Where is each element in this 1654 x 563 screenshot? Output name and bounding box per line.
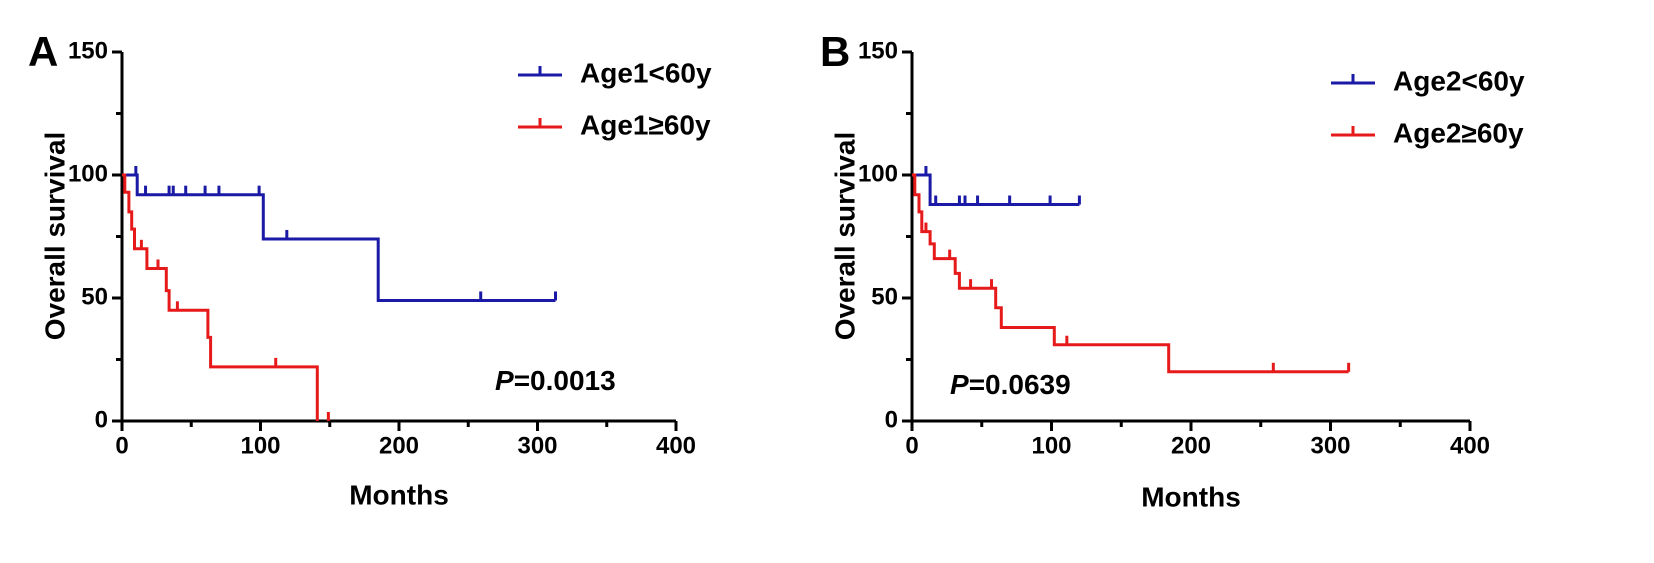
y-tick-label: 50 <box>871 283 898 310</box>
survival-curve-2 <box>122 173 319 421</box>
y-tick-label: 150 <box>68 37 108 64</box>
x-tick-label: 400 <box>656 432 696 459</box>
p-value: P=0.0639 <box>950 369 1071 400</box>
panel-letter: B <box>820 28 850 75</box>
survival-curve-1 <box>122 173 556 302</box>
y-tick-label: 50 <box>81 283 108 310</box>
x-tick-label: 300 <box>517 432 557 459</box>
y-axis-title: Overall survival <box>39 132 70 341</box>
panel-letter: A <box>28 28 58 75</box>
y-tick-label: 100 <box>858 160 898 187</box>
x-tick-label: 0 <box>905 432 918 459</box>
p-value-number: =0.0013 <box>514 365 616 396</box>
x-tick-label: 100 <box>240 432 280 459</box>
y-tick-label: 0 <box>885 406 898 433</box>
p-value: P=0.0013 <box>495 365 616 396</box>
x-tick-label: 300 <box>1310 432 1350 459</box>
x-tick-label: 100 <box>1031 432 1071 459</box>
legend-label: Age1<60y <box>580 57 712 88</box>
y-axis-title: Overall survival <box>829 132 860 341</box>
x-tick-label: 200 <box>1171 432 1211 459</box>
legend-label: Age1≥60y <box>580 109 711 140</box>
panel-a: A 0 50 100 150 0 100 200 300 400 Months Overall sur… <box>28 28 712 510</box>
y-tick-label: 0 <box>95 406 108 433</box>
x-axis-title: Months <box>1141 481 1241 512</box>
p-value-number: =0.0639 <box>969 369 1071 400</box>
y-tick-label: 100 <box>68 160 108 187</box>
panel-b: B 0 50 100 150 0 100 200 300 400 Months Overall sur… <box>820 28 1525 512</box>
legend-label: Age2≥60y <box>1393 117 1524 148</box>
survival-curve-2 <box>912 173 1349 374</box>
survival-curve-1 <box>912 173 1080 206</box>
p-value-prefix: P <box>495 365 514 396</box>
x-axis-title: Months <box>349 479 449 510</box>
x-tick-label: 400 <box>1450 432 1490 459</box>
x-tick-label: 0 <box>115 432 128 459</box>
x-tick-label: 200 <box>379 432 419 459</box>
p-value-prefix: P <box>950 369 969 400</box>
legend-label: Age2<60y <box>1393 65 1525 96</box>
y-tick-label: 150 <box>858 37 898 64</box>
